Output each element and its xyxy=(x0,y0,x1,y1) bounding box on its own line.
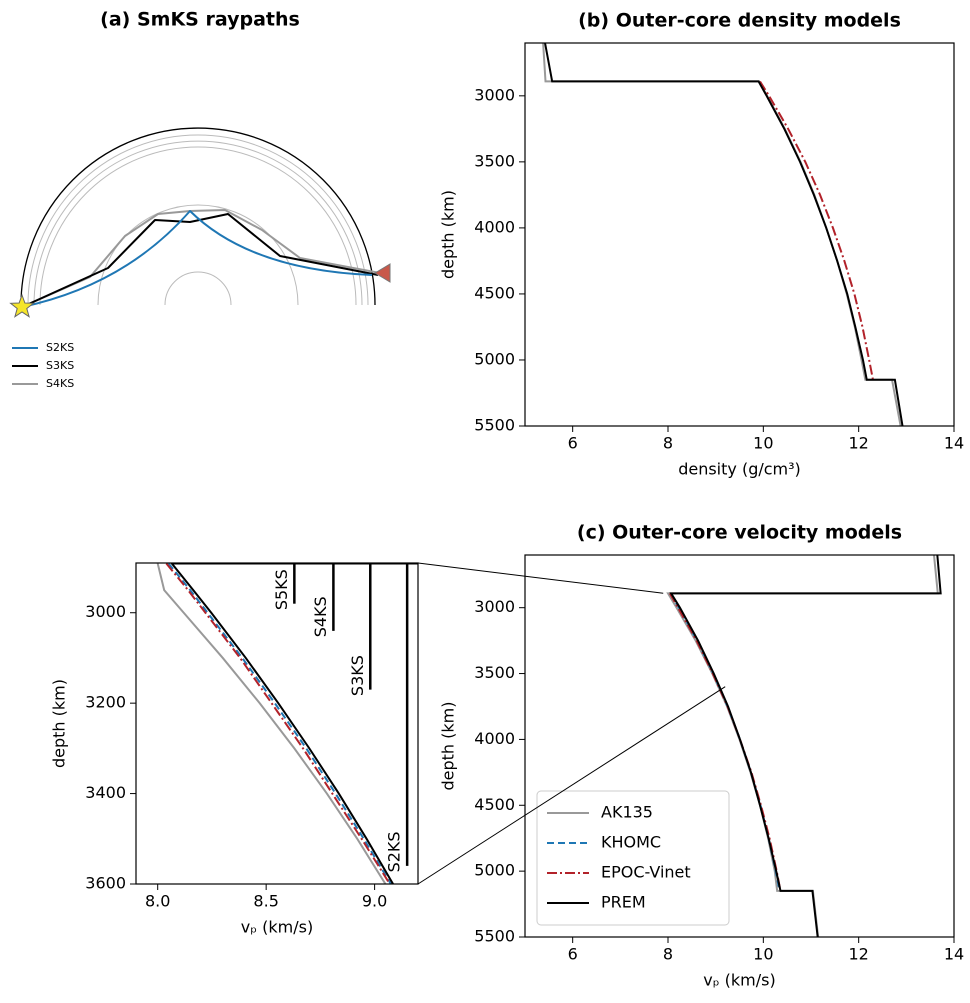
layer-arc xyxy=(33,140,363,306)
station-triangle xyxy=(374,263,391,283)
legend-label: KHOMC xyxy=(601,833,661,852)
profile-line xyxy=(165,563,391,884)
y-axis-label: depth (km) xyxy=(50,679,69,768)
layer-arc xyxy=(27,134,369,306)
legend-label: S3KS xyxy=(46,359,74,372)
y-tick-label: 4500 xyxy=(474,795,515,814)
y-tick-label: 3000 xyxy=(474,85,515,104)
y-tick-label: 3500 xyxy=(474,151,515,170)
ray-label: S4KS xyxy=(311,596,330,637)
y-tick-label: 3400 xyxy=(85,783,126,802)
y-tick-label: 5000 xyxy=(474,861,515,880)
x-tick-label: 9.0 xyxy=(362,892,387,911)
raypath xyxy=(21,210,373,308)
y-tick-label: 3200 xyxy=(85,693,126,712)
plot-frame xyxy=(135,562,419,885)
ray-label: S3KS xyxy=(348,655,367,696)
x-tick-label: 8.5 xyxy=(253,892,278,911)
y-tick-label: 5000 xyxy=(474,349,515,368)
plot-area xyxy=(542,43,904,426)
x-tick-label: 14 xyxy=(944,945,964,964)
profile-line xyxy=(544,43,904,426)
profile-line xyxy=(542,43,902,426)
x-tick-label: 12 xyxy=(848,945,868,964)
chart-title: (b) Outer-core density models xyxy=(578,10,901,32)
y-tick-label: 5500 xyxy=(474,927,515,946)
y-tick-label: 3000 xyxy=(85,602,126,621)
source-star xyxy=(9,293,35,318)
profile-line xyxy=(759,80,874,380)
legend-label: PREM xyxy=(601,893,646,912)
x-axis-label: density (g/cm³) xyxy=(678,460,801,479)
surface-arc xyxy=(20,127,376,306)
x-axis-label: vₚ (km/s) xyxy=(703,971,775,990)
raypath xyxy=(21,209,381,308)
profile-line xyxy=(156,563,387,884)
x-tick-label: 6 xyxy=(568,945,578,964)
plot-area xyxy=(156,563,418,884)
legend-label: AK135 xyxy=(601,803,653,822)
plot-area xyxy=(666,555,942,937)
y-tick-label: 3000 xyxy=(474,597,515,616)
x-tick-label: 14 xyxy=(944,434,964,453)
x-tick-label: 12 xyxy=(848,434,868,453)
earth-cross-section xyxy=(20,127,376,306)
x-axis-label: vₚ (km/s) xyxy=(241,918,313,937)
core-arc xyxy=(97,204,299,306)
chart-title: (a) SmKS raypaths xyxy=(100,9,300,31)
profile-line xyxy=(170,563,418,884)
legend-label: S4KS xyxy=(46,377,74,390)
zoom-connector xyxy=(417,562,664,594)
chart-title: (c) Outer-core velocity models xyxy=(577,522,902,544)
profile-line xyxy=(167,563,392,884)
x-tick-label: 10 xyxy=(753,945,773,964)
ray-label: S2KS xyxy=(385,831,404,872)
x-tick-label: 8.0 xyxy=(145,892,170,911)
x-tick-label: 10 xyxy=(753,434,773,453)
legend-label: S2KS xyxy=(46,341,74,354)
y-axis-label: depth (km) xyxy=(439,702,458,791)
y-tick-label: 4000 xyxy=(474,729,515,748)
y-tick-label: 5500 xyxy=(474,416,515,435)
inner-core-arc xyxy=(164,271,232,306)
y-axis-label: depth (km) xyxy=(439,190,458,279)
x-tick-label: 8 xyxy=(663,945,673,964)
profile-line xyxy=(669,555,942,937)
y-tick-label: 4500 xyxy=(474,283,515,302)
plot-frame xyxy=(524,554,955,938)
x-tick-label: 8 xyxy=(663,434,673,453)
x-tick-label: 6 xyxy=(568,434,578,453)
raypath xyxy=(21,213,379,308)
zoom-connector xyxy=(417,686,726,885)
plot-frame xyxy=(524,42,955,427)
layer-arc xyxy=(39,146,357,306)
legend-label: EPOC-Vinet xyxy=(601,863,691,882)
legend-box xyxy=(536,790,730,926)
ray-label: S5KS xyxy=(272,569,291,610)
y-tick-label: 3600 xyxy=(85,874,126,893)
y-tick-label: 3500 xyxy=(474,663,515,682)
y-tick-label: 4000 xyxy=(474,217,515,236)
